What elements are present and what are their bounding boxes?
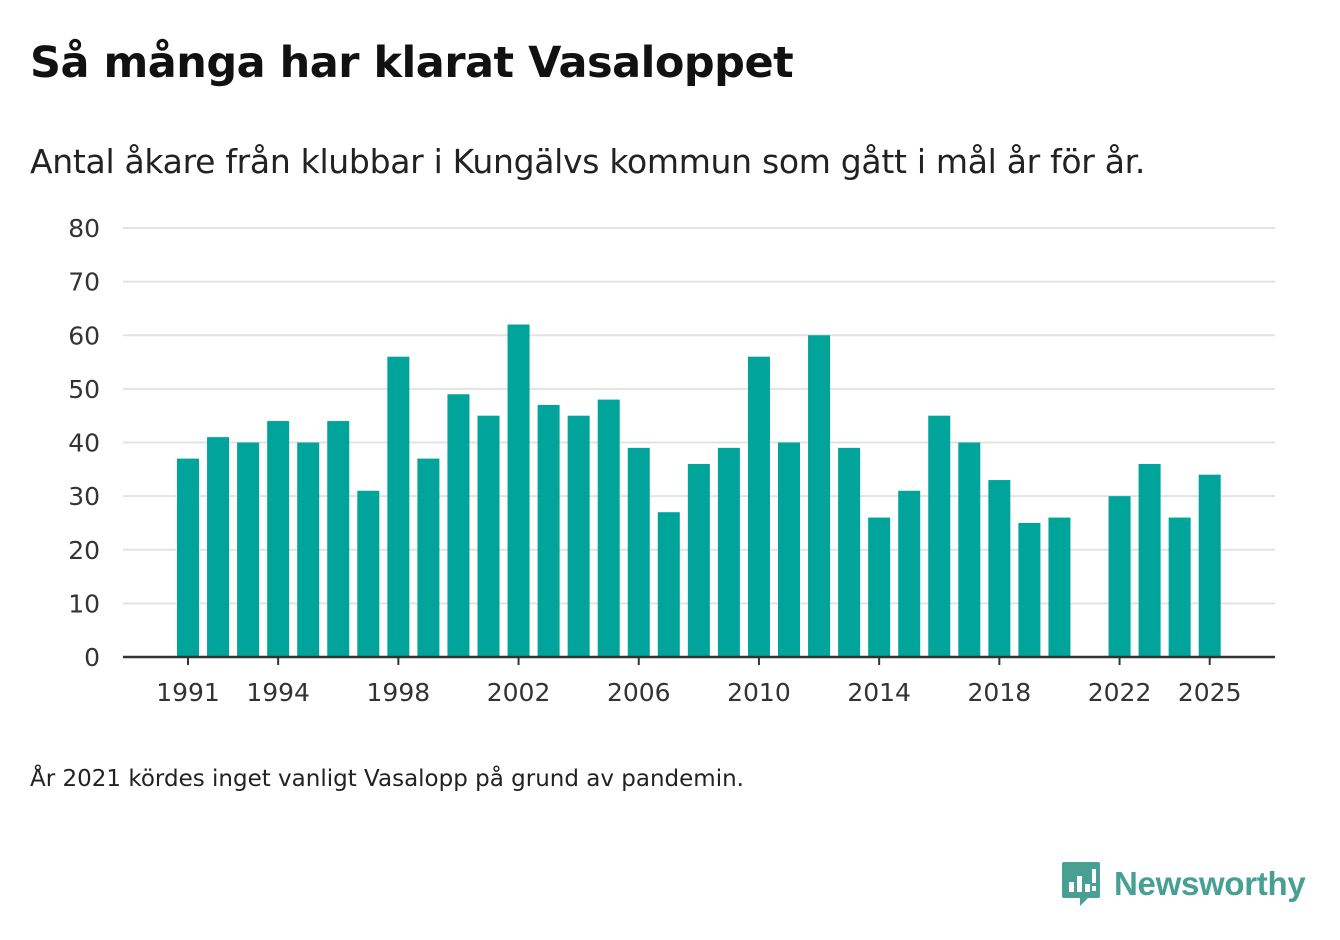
y-tick-label: 30 (68, 482, 100, 511)
x-tick-label: 2010 (727, 678, 791, 707)
y-tick-label: 40 (68, 429, 100, 458)
bar-1997[interactable] (357, 490, 380, 657)
bar-1991[interactable] (177, 458, 199, 657)
bar-2008[interactable] (687, 463, 710, 657)
bar-2006[interactable] (627, 447, 650, 657)
y-tick-label: 10 (68, 589, 100, 618)
bar-2023[interactable] (1138, 463, 1161, 657)
bar-2017[interactable] (958, 442, 981, 658)
bar-2022[interactable] (1108, 496, 1131, 657)
bar-2010[interactable] (747, 356, 770, 657)
bar-2012[interactable] (808, 335, 831, 657)
x-tick-label: 1991 (156, 678, 220, 707)
bar-2009[interactable] (717, 447, 740, 657)
y-tick-label: 50 (68, 375, 100, 404)
newsworthy-wordmark: Newsworthy (1114, 865, 1306, 902)
bar-1999[interactable] (417, 458, 440, 657)
bar-1992[interactable] (207, 437, 230, 657)
y-tick-label: 20 (68, 536, 100, 565)
bar-2001[interactable] (477, 415, 500, 657)
bar-2000[interactable] (447, 394, 470, 657)
bar-1994[interactable] (267, 421, 290, 657)
bar-1995[interactable] (297, 442, 320, 658)
bar-2013[interactable] (838, 447, 861, 657)
bar-2011[interactable] (778, 442, 800, 658)
x-tick-label: 2022 (1088, 678, 1152, 707)
bar-1996[interactable] (327, 421, 350, 657)
newsworthy-chart-bubble-icon (1062, 862, 1100, 906)
bar-2020[interactable] (1048, 517, 1071, 657)
chart-title: Så många har klarat Vasaloppet (30, 38, 794, 88)
y-tick-label: 60 (68, 321, 100, 350)
y-tick-label: 70 (68, 268, 100, 297)
bar-2002[interactable] (507, 324, 530, 657)
x-tick-label: 2014 (847, 678, 911, 707)
bar-2024[interactable] (1168, 517, 1191, 657)
x-tick-label: 1994 (246, 678, 310, 707)
chart-subtitle: Antal åkare från klubbar i Kungälvs komm… (30, 142, 1146, 181)
bar-2018[interactable] (988, 480, 1011, 657)
bar-2014[interactable] (868, 517, 891, 657)
x-tick-label: 2025 (1178, 678, 1242, 707)
bar-2016[interactable] (928, 415, 951, 657)
bar-2015[interactable] (898, 490, 921, 657)
y-tick-label: 0 (84, 643, 100, 672)
bar-2007[interactable] (657, 512, 680, 657)
y-tick-label: 80 (68, 214, 100, 243)
bar-1998[interactable] (387, 356, 410, 657)
bar-2019[interactable] (1018, 522, 1041, 657)
bar-2025[interactable] (1198, 474, 1221, 657)
x-tick-label: 2002 (487, 678, 551, 707)
x-tick-label: 2006 (607, 678, 671, 707)
bar-2004[interactable] (567, 415, 590, 657)
bar-1993[interactable] (237, 442, 260, 658)
newsworthy-logo[interactable]: Newsworthy (1060, 860, 1306, 908)
bar-2005[interactable] (597, 399, 620, 657)
chart-footnote: År 2021 kördes inget vanligt Vasalopp på… (30, 766, 744, 792)
bar-2003[interactable] (537, 404, 560, 657)
x-tick-label: 1998 (367, 678, 431, 707)
x-tick-label: 2018 (968, 678, 1032, 707)
bar-chart: 0 10 20 30 40 50 60 70 80 1991 1994 1998 2002 2006 201… (68, 214, 1275, 707)
